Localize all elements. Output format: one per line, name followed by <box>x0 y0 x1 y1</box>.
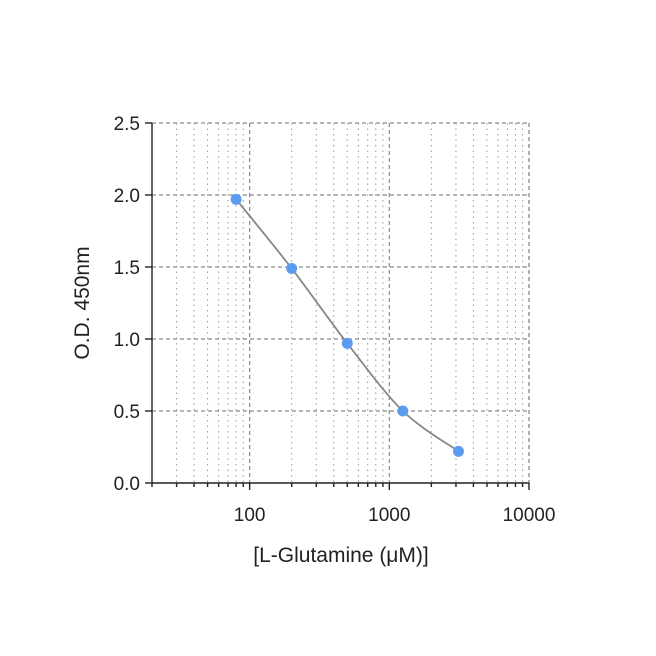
ticks: 0.0 0.5 1.0 1.5 2.0 2.5 100 1000 10000 <box>114 114 556 526</box>
grid <box>151 122 530 483</box>
axes <box>151 123 529 484</box>
data-point <box>341 337 353 349</box>
x-tick-label: 10000 <box>503 505 556 526</box>
y-tick-label: 0.5 <box>114 402 140 423</box>
y-tick-label: 2.5 <box>114 114 140 135</box>
x-axis-title: [L-Glutamine (μM)] <box>253 544 428 567</box>
y-tick-label: 1.5 <box>114 258 140 279</box>
plot-area <box>230 193 464 457</box>
y-tick-label: 1.0 <box>114 330 140 351</box>
y-tick-label: 0.0 <box>114 474 140 495</box>
x-tick-label: 100 <box>234 505 266 526</box>
y-tick-label: 2.0 <box>114 186 140 207</box>
data-point <box>397 405 409 417</box>
y-axis-title: O.D. 450nm <box>71 246 94 359</box>
fit-curve <box>235 198 459 453</box>
data-point <box>286 262 298 274</box>
data-point <box>230 193 242 205</box>
x-tick-label: 1000 <box>368 505 410 526</box>
data-point <box>452 445 464 457</box>
